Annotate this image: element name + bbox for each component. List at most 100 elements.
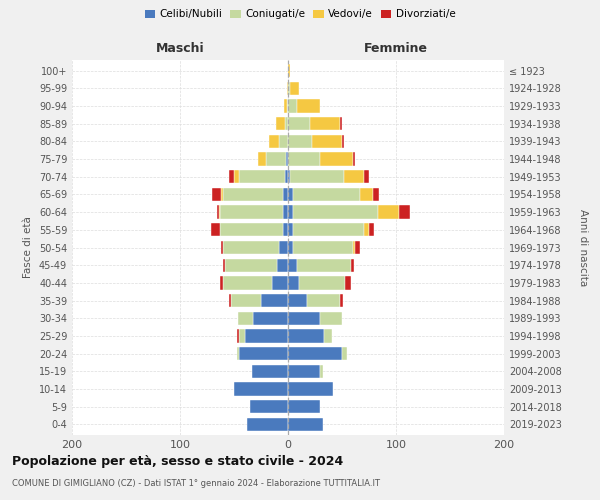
Bar: [245, 330, 288, 342]
Bar: [250, 400, 288, 413]
Bar: [261, 294, 288, 307]
Bar: [258, 152, 266, 166]
Bar: [288, 134, 312, 148]
Bar: [234, 382, 288, 396]
Bar: [234, 170, 239, 183]
Bar: [226, 258, 277, 272]
Bar: [377, 206, 399, 219]
Bar: [350, 258, 354, 272]
Bar: [340, 117, 342, 130]
Bar: [239, 347, 288, 360]
Bar: [288, 258, 296, 272]
Bar: [353, 152, 355, 166]
Bar: [307, 294, 340, 307]
Bar: [285, 117, 288, 130]
Bar: [269, 134, 280, 148]
Bar: [373, 188, 379, 201]
Bar: [237, 330, 239, 342]
Bar: [223, 276, 272, 289]
Bar: [288, 276, 299, 289]
Bar: [220, 206, 283, 219]
Bar: [361, 188, 373, 201]
Bar: [399, 206, 410, 219]
Bar: [220, 276, 223, 289]
Bar: [340, 294, 343, 307]
Legend: Celibi/Nubili, Coniugati/e, Vedovi/e, Divorziati/e: Celibi/Nubili, Coniugati/e, Vedovi/e, Di…: [140, 5, 460, 24]
Bar: [229, 294, 231, 307]
Bar: [288, 152, 320, 166]
Bar: [287, 100, 288, 112]
Bar: [288, 206, 293, 219]
Bar: [296, 100, 320, 112]
Bar: [223, 258, 226, 272]
Bar: [288, 188, 293, 201]
Bar: [369, 223, 374, 236]
Bar: [221, 188, 223, 201]
Bar: [288, 312, 320, 325]
Bar: [355, 241, 361, 254]
Bar: [286, 152, 288, 166]
Bar: [299, 276, 345, 289]
Bar: [247, 418, 288, 431]
Bar: [219, 206, 220, 219]
Bar: [290, 82, 299, 95]
Bar: [283, 206, 288, 219]
Bar: [283, 188, 288, 201]
Bar: [288, 64, 290, 77]
Bar: [287, 82, 288, 95]
Bar: [288, 382, 334, 396]
Bar: [266, 152, 286, 166]
Bar: [290, 170, 344, 183]
Bar: [221, 241, 223, 254]
Bar: [293, 188, 361, 201]
Bar: [288, 347, 342, 360]
Bar: [288, 117, 310, 130]
Bar: [342, 347, 347, 360]
Text: Popolazione per età, sesso e stato civile - 2024: Popolazione per età, sesso e stato civil…: [12, 455, 343, 468]
Text: Femmine: Femmine: [364, 42, 428, 54]
Bar: [293, 206, 377, 219]
Bar: [296, 258, 350, 272]
Bar: [272, 276, 288, 289]
Bar: [323, 330, 332, 342]
Bar: [285, 170, 288, 183]
Bar: [293, 241, 353, 254]
Bar: [342, 134, 344, 148]
Bar: [288, 100, 296, 112]
Bar: [283, 223, 288, 236]
Bar: [288, 294, 307, 307]
Bar: [288, 82, 290, 95]
Bar: [239, 330, 245, 342]
Bar: [288, 241, 293, 254]
Bar: [288, 223, 293, 236]
Bar: [312, 134, 342, 148]
Bar: [211, 223, 220, 236]
Bar: [288, 170, 290, 183]
Bar: [220, 223, 283, 236]
Bar: [217, 206, 219, 219]
Bar: [320, 312, 342, 325]
Bar: [229, 170, 234, 183]
Bar: [237, 347, 239, 360]
Bar: [231, 294, 261, 307]
Bar: [280, 241, 288, 254]
Bar: [276, 117, 285, 130]
Bar: [239, 170, 285, 183]
Bar: [288, 418, 323, 431]
Bar: [353, 241, 355, 254]
Text: COMUNE DI GIMIGLIANO (CZ) - Dati ISTAT 1° gennaio 2024 - Elaborazione TUTTITALIA: COMUNE DI GIMIGLIANO (CZ) - Dati ISTAT 1…: [12, 479, 380, 488]
Bar: [344, 170, 364, 183]
Bar: [310, 117, 340, 130]
Bar: [345, 276, 350, 289]
Bar: [364, 223, 369, 236]
Bar: [288, 400, 320, 413]
Bar: [253, 312, 288, 325]
Bar: [280, 134, 288, 148]
Bar: [288, 364, 320, 378]
Bar: [288, 330, 323, 342]
Text: Maschi: Maschi: [155, 42, 205, 54]
Bar: [320, 364, 323, 378]
Bar: [223, 188, 283, 201]
Bar: [284, 100, 287, 112]
Y-axis label: Fasce di età: Fasce di età: [23, 216, 33, 278]
